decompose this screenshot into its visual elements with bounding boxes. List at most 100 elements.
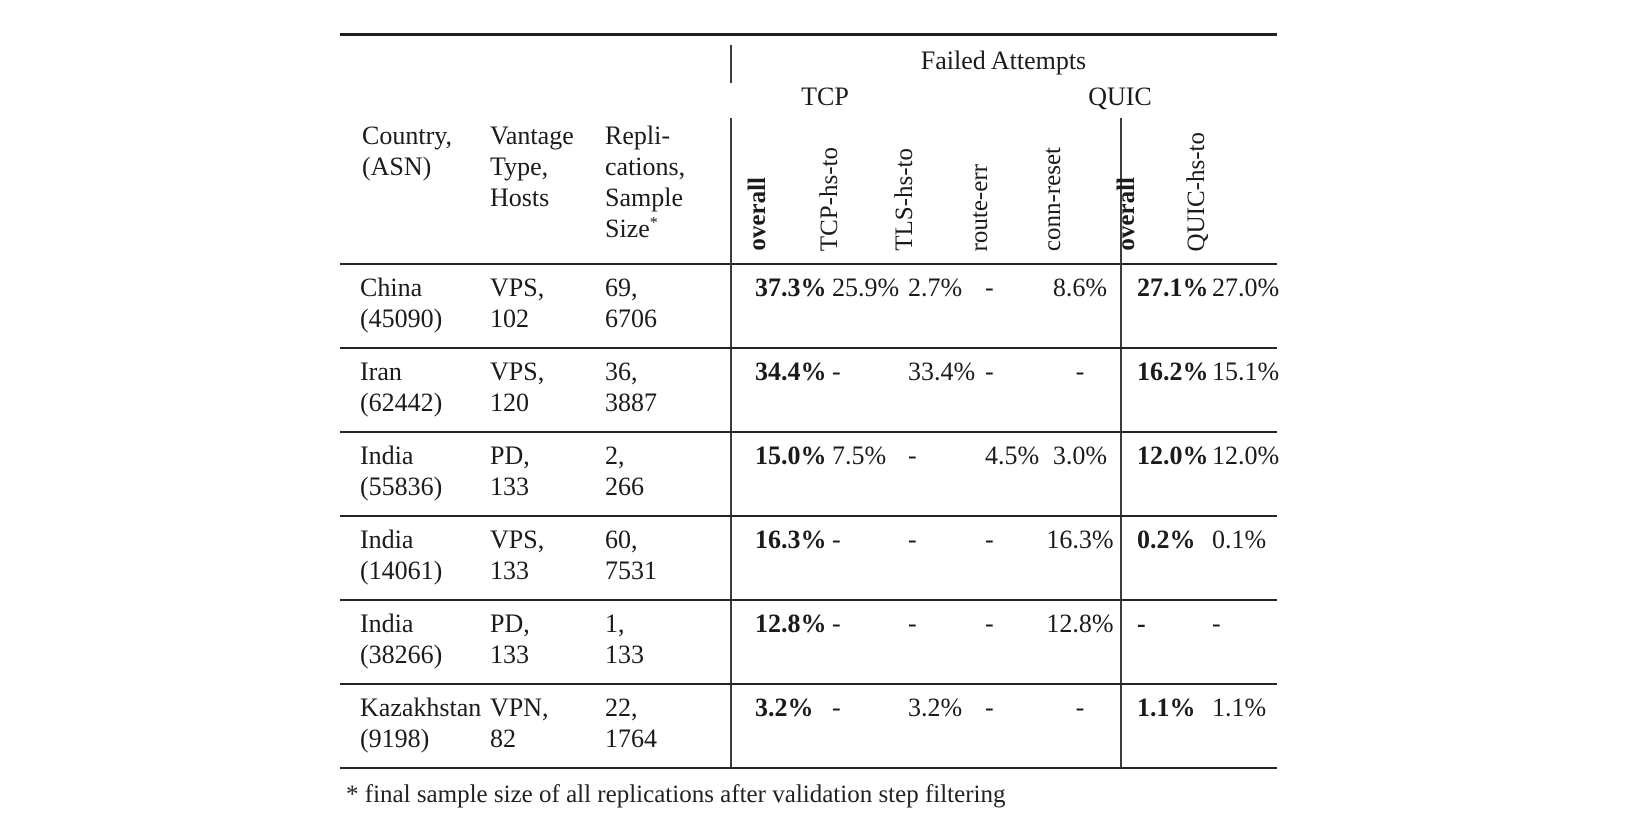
repl-header-line4: Size* — [605, 213, 685, 244]
cell-conn-reset: - — [1075, 357, 1085, 386]
vantage-header-line2: Type, — [490, 152, 549, 181]
cell-vantage: VPS, 102 — [490, 265, 605, 347]
cell-tls-hs-to: 33.4% — [908, 357, 976, 386]
hosts: 102 — [490, 304, 529, 333]
vantage-type: VPS, — [490, 357, 545, 386]
hosts: 120 — [490, 388, 529, 417]
cell-tls-hs-to: - — [908, 525, 917, 554]
vantage-header-line3: Hosts — [490, 183, 550, 212]
replications: 60, — [605, 525, 638, 554]
cell-route-err: - — [985, 273, 994, 302]
table-row: Kazakhstan (9198) VPN, 82 22, 1764 3.2% … — [340, 685, 1277, 769]
cell-quic-overall: 1.1% — [1120, 685, 1198, 767]
cell-route-err: 4.5% — [985, 441, 1040, 470]
cell-replications: 60, 7531 — [605, 517, 730, 599]
cell-route-err: - — [985, 609, 994, 638]
cell-quic-hs-to: 12.0% — [1212, 441, 1280, 470]
cell-tcp-hs-to: 25.9% — [832, 273, 900, 302]
sample-size: 1764 — [605, 724, 657, 753]
cell-tcp-overall: 34.4% — [730, 349, 827, 431]
cell-replications: 36, 3887 — [605, 349, 730, 431]
country-name: China — [360, 273, 423, 302]
sample-size: 7531 — [605, 556, 657, 585]
cell-tcp-hs-to: - — [832, 357, 841, 386]
vantage-type: VPN, — [490, 693, 549, 722]
cell-country: India (14061) — [340, 517, 490, 599]
table-row: India (38266) PD, 133 1, 133 12.8% - - -… — [340, 601, 1277, 685]
replications: 1, — [605, 609, 625, 638]
cell-quic-hs-to: 0.1% — [1212, 525, 1267, 554]
cell-quic-overall: 12.0% — [1120, 433, 1209, 515]
column-header-quic-hs-to: QUIC-hs-to — [1183, 131, 1210, 251]
table-row: Iran (62442) VPS, 120 36, 3887 34.4% - 3… — [340, 349, 1280, 433]
cell-tcp-overall: 3.2% — [730, 685, 814, 767]
header-vertical-divider-quic — [1120, 118, 1122, 268]
sample-size: 266 — [605, 472, 644, 501]
repl-header-line2: cations, — [605, 152, 686, 181]
cell-tcp-overall: 15.0% — [730, 433, 827, 515]
cell-country: India (38266) — [340, 601, 490, 683]
cell-country: Iran (62442) — [340, 349, 490, 431]
column-header-replications-sample-size: Repli- cations, Sample Size* — [605, 120, 685, 244]
column-header-quic-overall: overall — [1113, 177, 1140, 251]
group-header-tcp: TCP — [801, 82, 849, 111]
cell-route-err: - — [985, 693, 994, 722]
table-row: China (45090) VPS, 102 69, 6706 37.3% 25… — [340, 265, 1280, 349]
cell-tls-hs-to: - — [908, 609, 917, 638]
repl-header-line1: Repli- — [605, 121, 670, 150]
cell-tcp-overall: 16.3% — [730, 517, 827, 599]
country-name: India — [360, 441, 414, 470]
country-name: India — [360, 609, 414, 638]
cell-conn-reset: 8.6% — [1052, 273, 1108, 302]
cell-tls-hs-to: 2.7% — [908, 273, 963, 302]
cell-country: India (55836) — [340, 433, 490, 515]
replications: 2, — [605, 441, 625, 470]
cell-vantage: VPN, 82 — [490, 685, 605, 767]
cell-quic-overall: - — [1120, 601, 1198, 683]
table-footnote: * final sample size of all replications … — [346, 781, 1006, 808]
cell-conn-reset: 12.8% — [1046, 609, 1114, 638]
cell-tcp-overall: 12.8% — [730, 601, 827, 683]
cell-tcp-hs-to: - — [832, 693, 841, 722]
cell-route-err: - — [985, 357, 994, 386]
sample-size: 133 — [605, 640, 644, 669]
footnote-marker: * — [649, 214, 658, 232]
replications: 22, — [605, 693, 638, 722]
cell-tcp-hs-to: - — [832, 525, 841, 554]
hosts: 133 — [490, 556, 529, 585]
vantage-type: VPS, — [490, 525, 545, 554]
asn: (9198) — [360, 724, 430, 753]
column-header-vantage-type-hosts: Vantage Type, Hosts — [490, 120, 574, 213]
vantage-header-line1: Vantage — [490, 121, 574, 150]
asn: (14061) — [360, 556, 443, 585]
group-header-failed-attempts: Failed Attempts — [920, 46, 1087, 75]
cell-tls-hs-to: - — [908, 441, 917, 470]
header-vertical-divider-tcp — [730, 118, 732, 268]
replications: 69, — [605, 273, 638, 302]
cell-tls-hs-to: 3.2% — [908, 693, 963, 722]
hosts: 133 — [490, 472, 529, 501]
cell-conn-reset: 16.3% — [1046, 525, 1114, 554]
cell-quic-hs-to: 1.1% — [1212, 693, 1267, 722]
column-header-tcp-hs-to: TCP-hs-to — [816, 146, 843, 251]
vantage-type: VPS, — [490, 273, 545, 302]
cell-quic-overall: 27.1% — [1120, 265, 1209, 347]
column-header-route-err: route-err — [966, 163, 993, 251]
cell-replications: 69, 6706 — [605, 265, 730, 347]
header-vertical-divider-top — [730, 45, 732, 83]
country-header-line1: Country, — [362, 121, 453, 150]
country-header-line2: (ASN) — [362, 152, 432, 181]
table-row: India (14061) VPS, 133 60, 7531 16.3% - … — [340, 517, 1277, 601]
column-header-tls-hs-to: TLS-hs-to — [891, 148, 918, 251]
cell-quic-hs-to: 27.0% — [1212, 273, 1280, 302]
table-header: Failed Attempts TCP QUIC Country, (ASN) … — [340, 33, 1277, 268]
repl-header-line3: Sample — [605, 183, 683, 212]
asn: (62442) — [360, 388, 443, 417]
vantage-type: PD, — [490, 441, 530, 470]
asn: (38266) — [360, 640, 443, 669]
cell-quic-hs-to: 15.1% — [1212, 357, 1280, 386]
sample-size: 3887 — [605, 388, 657, 417]
country-name: Iran — [360, 357, 402, 386]
cell-vantage: VPS, 133 — [490, 517, 605, 599]
